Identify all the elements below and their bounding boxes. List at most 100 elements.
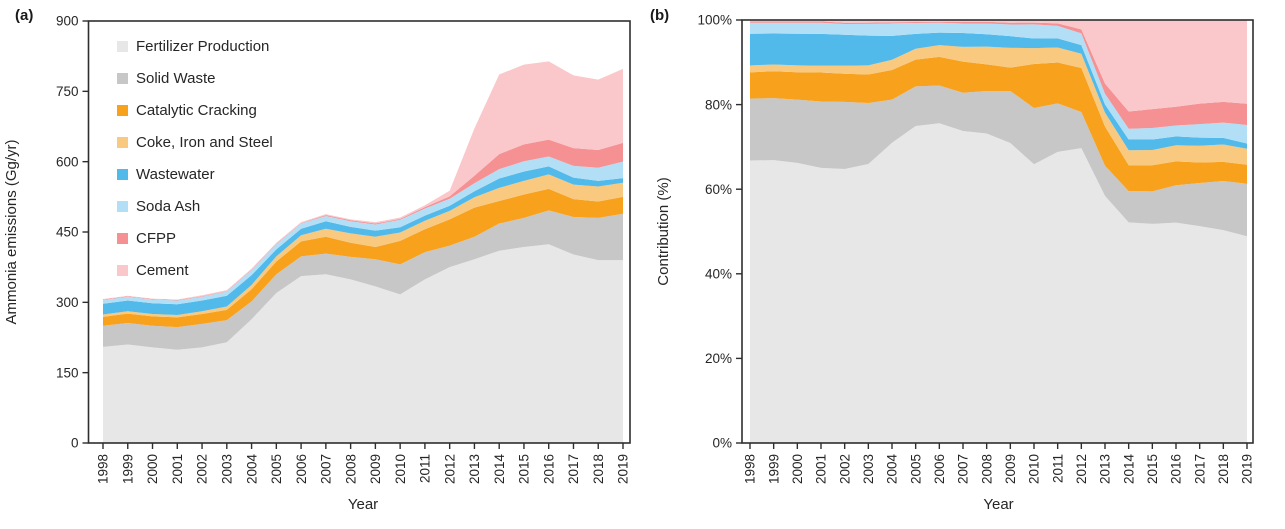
area-solid-waste: [750, 85, 1247, 237]
x-tick-label: 2012: [1074, 454, 1089, 484]
x-tick-label: 2001: [170, 454, 185, 484]
x-tick-label: 2006: [932, 454, 947, 484]
legend-label-catalytic-cracking: Catalytic Cracking: [136, 101, 257, 119]
x-tick-label: 2019: [1240, 454, 1255, 484]
legend-swatch-cfpp: [117, 232, 128, 244]
y-tick-label: 0: [71, 436, 79, 451]
x-tick-label: 2015: [517, 454, 532, 484]
x-tick-label: 2015: [1145, 454, 1160, 484]
y-tick-label: 750: [56, 84, 79, 99]
panel-b-chart: 0% 20% 40% 60% 80% 100% 1998 1999 2000 2001 2002 20…: [655, 13, 1255, 513]
legend-swatch-cement: [117, 264, 128, 276]
x-tick-label: 2000: [790, 454, 805, 484]
x-tick-label: 2007: [319, 454, 334, 484]
area-cement: [750, 20, 1247, 112]
area-wastewater: [103, 166, 623, 315]
x-tick-label: 2016: [541, 454, 556, 484]
x-tick-label: 2004: [885, 454, 900, 485]
x-tick-label: 2003: [220, 454, 235, 484]
x-tick-label: 2019: [616, 454, 631, 484]
x-tick-label: 2013: [1098, 454, 1113, 484]
legend-item-catalytic-cracking: Catalytic Cracking: [117, 100, 273, 120]
y-tick-label: 150: [56, 365, 79, 380]
area-wastewater: [750, 32, 1247, 151]
x-tick-label: 2016: [1169, 454, 1184, 484]
area-soda-ash: [750, 22, 1247, 144]
legend-label-soda-ash: Soda Ash: [136, 197, 201, 215]
x-tick-label: 2009: [1003, 454, 1018, 484]
x-tick-label: 2014: [492, 454, 507, 485]
y-tick-label: 20%: [705, 351, 732, 366]
x-tick-label: 2000: [145, 454, 160, 484]
legend-swatch-wastewater: [117, 168, 128, 180]
legend: Fertilizer Production Solid Waste Catalyti…: [117, 36, 273, 280]
legend-label-coke-iron-and-steel: Coke, Iron and Steel: [136, 133, 273, 151]
x-tick-label: 2004: [244, 454, 259, 485]
x-tick-label: 2010: [393, 454, 408, 484]
x-tick-label: 1999: [766, 454, 781, 484]
x-tick-label: 2007: [956, 454, 971, 484]
x-tick-label: 2010: [1027, 454, 1042, 484]
legend-swatch-solid-waste: [117, 72, 128, 84]
y-tick-label: 40%: [705, 267, 732, 282]
x-tick-label: 2017: [1192, 454, 1207, 484]
x-tick-label: 2001: [814, 454, 829, 484]
x-tick-label: 2014: [1121, 454, 1136, 485]
x-tick-label: 2011: [1050, 454, 1065, 483]
x-tick-label: 2006: [294, 454, 309, 484]
x-tick-label: 2009: [368, 454, 383, 484]
legend-item-cfpp: CFPP: [117, 228, 273, 248]
legend-swatch-soda-ash: [117, 200, 128, 212]
x-tick-label: 2005: [908, 454, 923, 484]
legend-swatch-fertilizer-production: [117, 40, 128, 52]
y-axis-title: Contribution (%): [655, 177, 672, 285]
x-tick-label: 2008: [343, 454, 358, 484]
area-fertilizer-production: [750, 123, 1247, 443]
legend-item-fertilizer-production: Fertilizer Production: [117, 36, 273, 56]
panel-b-label: (b): [650, 7, 670, 24]
x-tick-label: 2011: [418, 454, 433, 483]
legend-swatch-coke-iron-and-steel: [117, 136, 128, 148]
legend-swatch-catalytic-cracking: [117, 104, 128, 116]
x-tick-label: 2017: [566, 454, 581, 484]
x-tick-label: 2018: [1216, 454, 1231, 484]
y-tick-label: 900: [56, 14, 79, 29]
x-tick-label: 2002: [195, 454, 210, 484]
x-tick-label: 1998: [743, 454, 758, 484]
x-axis-title: Year: [348, 496, 378, 513]
legend-label-cfpp: CFPP: [136, 229, 177, 247]
area-catalytic-cracking: [750, 56, 1247, 192]
panel-a-label: (a): [15, 7, 34, 24]
y-tick-label: 100%: [697, 13, 732, 28]
area-soda-ash: [103, 156, 623, 305]
legend-item-soda-ash: Soda Ash: [117, 196, 273, 216]
area-cfpp: [103, 139, 623, 301]
x-tick-label: 2003: [861, 454, 876, 484]
legend-item-coke-iron-and-steel: Coke, Iron and Steel: [117, 132, 273, 152]
legend-item-wastewater: Wastewater: [117, 164, 273, 184]
area-catalytic-cracking: [103, 188, 623, 328]
area-cement: [103, 61, 623, 300]
legend-label-cement: Cement: [136, 261, 189, 279]
area-fertilizer-production: [103, 244, 623, 443]
x-tick-label: 2018: [591, 454, 606, 484]
x-tick-label: 2005: [269, 454, 284, 484]
y-tick-label: 450: [56, 225, 79, 240]
legend-label-fertilizer-production: Fertilizer Production: [136, 37, 270, 55]
y-tick-label: 300: [56, 295, 79, 310]
x-tick-label: 1999: [120, 454, 135, 484]
x-tick-label: 2013: [467, 454, 482, 484]
area-coke-iron-and-steel: [750, 45, 1247, 166]
legend-label-solid-waste: Solid Waste: [136, 69, 216, 87]
x-tick-label: 2012: [442, 454, 457, 484]
x-axis-title: Year: [983, 496, 1013, 513]
area-coke-iron-and-steel: [103, 174, 623, 318]
x-tick-label: 2008: [979, 454, 994, 484]
y-tick-label: 60%: [705, 182, 732, 197]
y-tick-label: 80%: [705, 97, 732, 112]
legend-item-cement: Cement: [117, 260, 273, 280]
panel-a-chart: 0 150 300 450 600 750 900 1998 1999 2000 2001 2002 2…: [3, 14, 631, 513]
y-tick-label: 600: [56, 154, 79, 169]
legend-label-wastewater: Wastewater: [136, 165, 215, 183]
